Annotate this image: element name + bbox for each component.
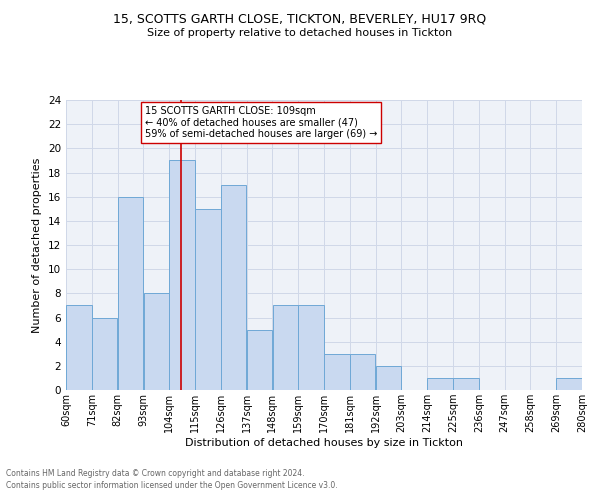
Bar	[92, 318, 118, 390]
Bar	[169, 160, 195, 390]
Bar	[195, 209, 221, 390]
Bar	[324, 354, 350, 390]
Bar	[272, 306, 298, 390]
Y-axis label: Number of detached properties: Number of detached properties	[32, 158, 43, 332]
Bar	[298, 306, 324, 390]
Bar	[66, 306, 92, 390]
Text: Size of property relative to detached houses in Tickton: Size of property relative to detached ho…	[148, 28, 452, 38]
Bar	[247, 330, 272, 390]
Bar	[453, 378, 479, 390]
Bar	[427, 378, 453, 390]
Bar	[143, 294, 169, 390]
Bar	[376, 366, 401, 390]
Text: Contains HM Land Registry data © Crown copyright and database right 2024.: Contains HM Land Registry data © Crown c…	[6, 468, 305, 477]
Text: 15 SCOTTS GARTH CLOSE: 109sqm
← 40% of detached houses are smaller (47)
59% of s: 15 SCOTTS GARTH CLOSE: 109sqm ← 40% of d…	[145, 106, 377, 139]
Bar	[556, 378, 582, 390]
Bar	[350, 354, 376, 390]
X-axis label: Distribution of detached houses by size in Tickton: Distribution of detached houses by size …	[185, 438, 463, 448]
Text: Contains public sector information licensed under the Open Government Licence v3: Contains public sector information licen…	[6, 481, 338, 490]
Bar	[118, 196, 143, 390]
Bar	[221, 184, 247, 390]
Text: 15, SCOTTS GARTH CLOSE, TICKTON, BEVERLEY, HU17 9RQ: 15, SCOTTS GARTH CLOSE, TICKTON, BEVERLE…	[113, 12, 487, 26]
